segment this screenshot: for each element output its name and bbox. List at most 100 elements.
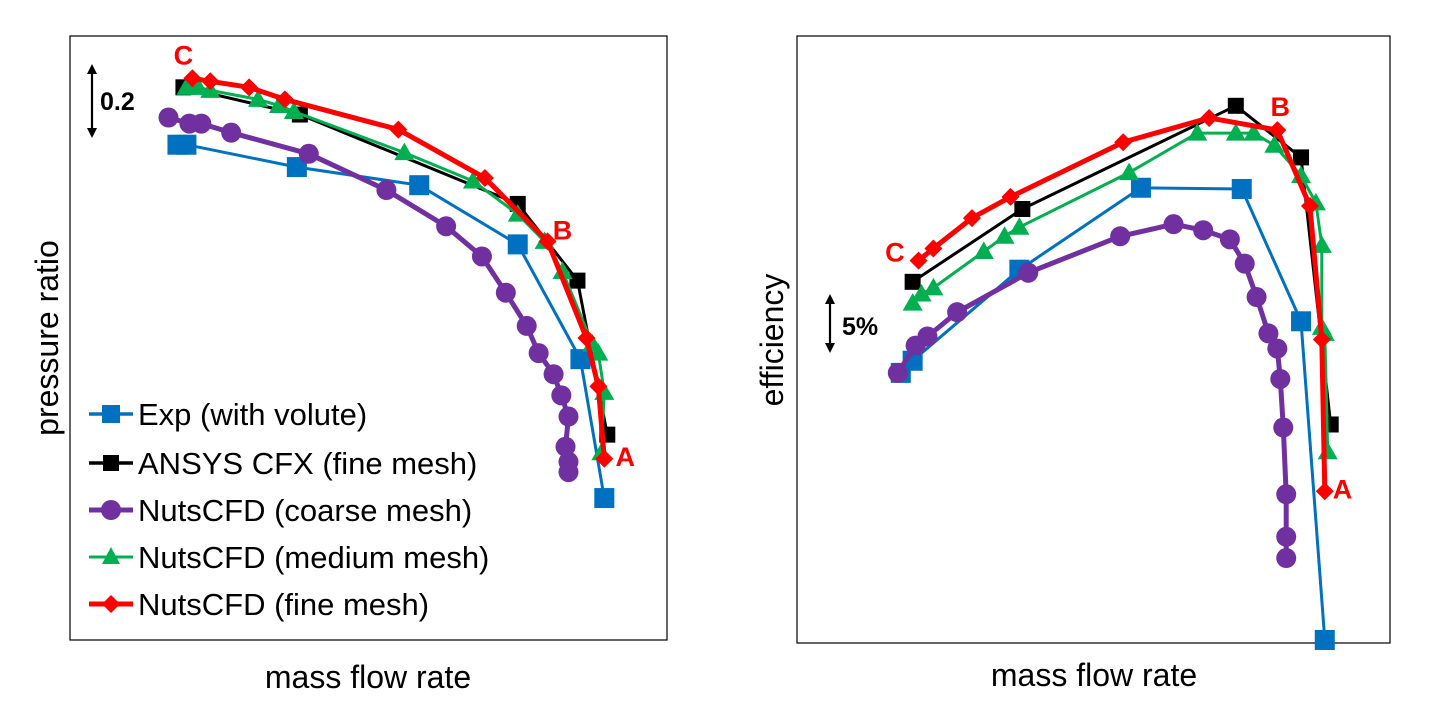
data-point-circle: [191, 113, 212, 134]
legend-label: NutsCFD (fine mesh): [138, 587, 429, 622]
series-fine: [909, 108, 1334, 501]
data-point-square: [1314, 629, 1335, 650]
data-point-circle: [555, 436, 576, 457]
legend-item-fine: NutsCFD (fine mesh): [89, 587, 429, 622]
operating-point-label-a: A: [615, 442, 635, 472]
data-point-diamond: [475, 168, 494, 187]
data-point-triangle: [1243, 123, 1264, 141]
legend-label: ANSYS CFX (fine mesh): [138, 446, 477, 481]
data-point-triangle: [1187, 123, 1208, 141]
data-point-diamond: [1200, 108, 1219, 127]
series-exp: [167, 134, 615, 509]
data-point-diamond: [1312, 330, 1331, 349]
data-point-triangle: [462, 170, 483, 189]
data-point-square: [1291, 311, 1312, 332]
series-line: [917, 115, 1328, 492]
legend-label: Exp (with volute): [138, 397, 367, 432]
data-point-circle: [558, 406, 579, 427]
data-point-triangle: [1311, 235, 1332, 253]
data-point-triangle: [1225, 123, 1246, 141]
scale-bar-label: 5%: [842, 313, 878, 341]
annotation-layer: C B A: [885, 92, 1352, 504]
legend-item-cfx: ANSYS CFX (fine mesh): [89, 446, 477, 481]
data-point-circle: [1276, 484, 1297, 505]
data-point-circle: [917, 326, 938, 347]
data-point-circle: [1270, 368, 1291, 389]
series-fine: [183, 69, 614, 468]
annotation-layer: C B A: [174, 40, 635, 472]
data-point-triangle: [911, 283, 932, 302]
operating-point-label-c: C: [885, 238, 905, 268]
data-point-diamond: [577, 329, 596, 347]
data-point-square: [1014, 200, 1031, 217]
data-point-triangle: [552, 261, 573, 280]
data-point-square: [569, 272, 586, 289]
scale-bar-label: 0.2: [100, 88, 135, 116]
data-point-diamond: [389, 120, 408, 139]
data-point-circle: [528, 343, 549, 364]
data-point-triangle: [994, 226, 1015, 244]
legend-marker-diamond: [102, 595, 120, 613]
scale-arrow-up-icon: [87, 64, 97, 74]
operating-point-label-b: B: [553, 215, 573, 245]
data-point-circle: [1276, 526, 1297, 547]
data-point-circle: [298, 143, 319, 164]
data-point-square: [286, 157, 307, 178]
data-point-circle: [1163, 214, 1184, 235]
efficiency-chart: mass flow rate efficiency 5% C B A: [754, 35, 1391, 693]
scale-arrow-up-icon: [825, 294, 835, 304]
data-point-square: [409, 175, 430, 196]
operating-point-label-c: C: [174, 40, 194, 70]
data-point-circle: [947, 302, 968, 323]
data-point-circle: [551, 385, 572, 406]
data-point-circle: [376, 180, 397, 201]
data-point-circle: [1258, 323, 1279, 344]
data-point-square: [594, 488, 615, 509]
legend-label: NutsCFD (medium mesh): [138, 540, 489, 575]
data-point-circle: [1193, 220, 1214, 241]
data-point-triangle: [188, 77, 209, 95]
data-point-circle: [1273, 417, 1294, 438]
series-line: [899, 186, 1327, 641]
data-point-circle: [495, 282, 516, 303]
scale-bar: 5%: [825, 294, 878, 353]
y-axis-label: efficiency: [754, 274, 790, 407]
plot-frame: [69, 35, 668, 641]
data-point-circle: [558, 462, 579, 483]
data-point-triangle: [283, 101, 304, 119]
series-coarse: [887, 214, 1297, 569]
series-exp: [890, 177, 1335, 650]
legend-marker-square: [102, 405, 120, 423]
data-point-circle: [1018, 262, 1039, 283]
series-line: [911, 104, 1333, 425]
data-point-circle: [1110, 226, 1131, 247]
data-point-diamond: [1114, 133, 1133, 152]
data-point-circle: [1276, 548, 1297, 569]
x-axis-label: mass flow rate: [991, 657, 1197, 693]
data-point-square: [176, 134, 197, 155]
plot-frame: [796, 35, 1391, 644]
data-point-triangle: [394, 142, 415, 161]
data-point-diamond: [1001, 187, 1020, 206]
data-point-square: [507, 234, 528, 255]
data-point-square: [1130, 177, 1151, 198]
data-point-diamond: [240, 78, 259, 97]
operating-point-label-b: B: [1271, 92, 1291, 122]
scale-bar: 0.2: [87, 64, 135, 138]
y-axis-label: pressure ratio: [29, 240, 65, 436]
legend-label: NutsCFD (coarse mesh): [138, 493, 472, 528]
data-point-triangle: [923, 277, 944, 296]
data-point-diamond: [909, 251, 928, 270]
legend-marker-circle: [101, 500, 121, 520]
legend: Exp (with volute) ANSYS CFX (fine mesh) …: [89, 397, 489, 622]
series-medium: [902, 123, 1338, 460]
data-point-circle: [221, 122, 242, 143]
data-point-diamond: [1268, 121, 1287, 140]
data-point-diamond: [924, 239, 943, 258]
series-line: [895, 221, 1289, 558]
data-point-triangle: [1009, 217, 1030, 235]
data-point-diamond: [201, 72, 220, 91]
data-point-circle: [471, 246, 492, 267]
data-point-diamond: [595, 449, 614, 468]
legend-item-medium: NutsCFD (medium mesh): [89, 540, 489, 575]
